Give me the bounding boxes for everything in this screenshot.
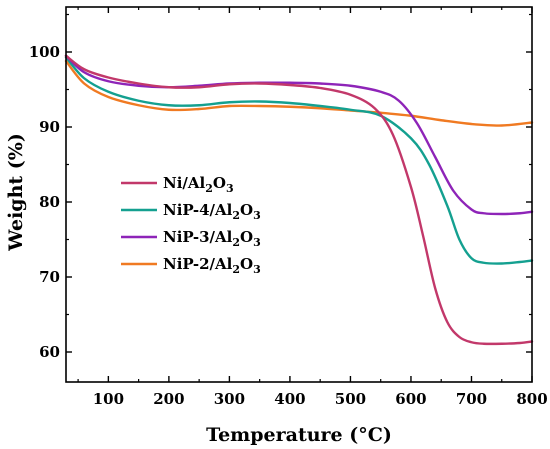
legend-label-1: Ni/Al2O3 <box>163 174 234 195</box>
x-tick-label: 200 <box>153 390 184 408</box>
x-tick-label: 100 <box>93 390 124 408</box>
axes-layer: 100 200 300 400 500 600 700 800 60 70 80 90 100 <box>29 6 548 408</box>
legend-label-3: NiP-3/Al2O3 <box>163 228 261 249</box>
series-line-1 <box>64 54 534 346</box>
x-tick-label: 300 <box>214 390 245 408</box>
x-tick-label: 700 <box>456 390 487 408</box>
y-tick-label: 70 <box>39 268 60 286</box>
legend-label-4: NiP-2/Al2O3 <box>163 255 261 276</box>
series-line-3 <box>64 54 534 216</box>
y-axis-label: Weight (%) <box>5 133 27 252</box>
y-tick-label: 100 <box>29 43 60 61</box>
y-tick-label: 60 <box>39 343 60 361</box>
legend-label-2: NiP-4/Al2O3 <box>163 201 261 222</box>
x-axis-label: Temperature (°C) <box>206 424 392 446</box>
y-tick-label: 90 <box>39 118 60 136</box>
y-tick-label: 80 <box>39 193 60 211</box>
x-tick-label: 600 <box>395 390 426 408</box>
x-tick-label: 400 <box>274 390 305 408</box>
plot-frame <box>65 6 533 383</box>
plot-layer <box>64 54 534 346</box>
series-line-2 <box>64 56 534 265</box>
x-tick-label: 500 <box>335 390 366 408</box>
series-line-4 <box>64 59 534 127</box>
legend: Ni/Al2O3 NiP-4/Al2O3 NiP-3/Al2O3 NiP-2/Al2O… <box>121 174 261 276</box>
x-tick-label: 800 <box>516 390 547 408</box>
